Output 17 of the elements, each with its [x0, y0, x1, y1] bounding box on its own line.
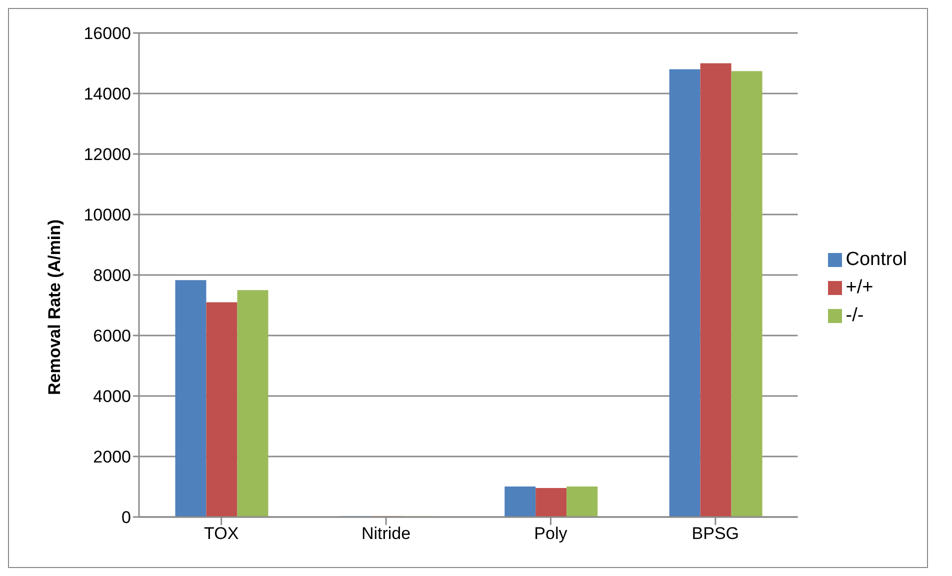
y-tick-label: 12000 — [84, 145, 131, 164]
y-tick-label: 6000 — [93, 326, 131, 346]
y-tick-label: 4000 — [93, 387, 131, 406]
y-tick-label: 0 — [122, 508, 131, 528]
x-tick-label: TOX — [204, 524, 239, 544]
y-axis-title: Removal Rate (A/min) — [45, 219, 64, 395]
y-tick-label: 2000 — [93, 448, 131, 467]
x-tick-label: BPSG — [692, 524, 740, 544]
y-tick-label: 8000 — [93, 266, 131, 286]
y-tick-label: 10000 — [84, 206, 131, 225]
y-tick-label: 14000 — [84, 84, 131, 104]
legend-label: Control — [846, 249, 907, 270]
x-tick-label: Nitride — [361, 524, 411, 544]
y-tick-label: 16000 — [84, 24, 131, 44]
x-tick-label: Poly — [534, 524, 568, 544]
legend-label: +/+ — [846, 277, 874, 298]
legend-label: -/- — [846, 305, 864, 326]
